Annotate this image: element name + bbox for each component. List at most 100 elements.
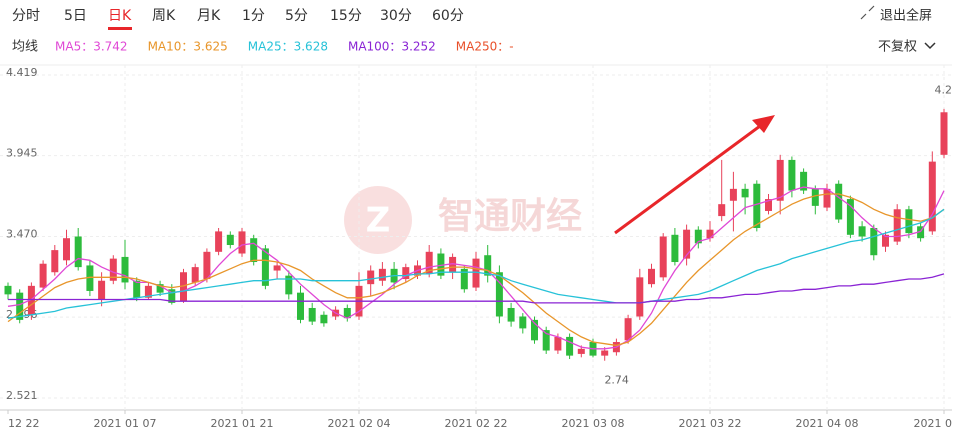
x-tick-label: 2021 03 08 (562, 417, 625, 430)
candle-body (905, 209, 913, 234)
candle-body (507, 307, 515, 322)
candle-body (882, 234, 889, 247)
y-tick-label: 3.470 (6, 228, 38, 241)
legend-name: MA5： (55, 40, 93, 54)
candle-body (484, 255, 492, 276)
candle-body (86, 265, 94, 291)
candle-body (495, 272, 503, 317)
candle-body (168, 289, 176, 303)
exit-fullscreen[interactable]: 退出全屏 (880, 8, 932, 24)
x-tick-label: 2021 02 22 (445, 417, 508, 430)
tab[interactable]: 周K (152, 8, 176, 24)
candle-body (741, 188, 749, 198)
tab[interactable]: 15分 (330, 8, 362, 24)
candle-body (133, 280, 141, 298)
candle-body (519, 316, 527, 329)
candle-body (215, 231, 223, 252)
candle-body (554, 336, 562, 351)
legend-value: 3.625 (193, 40, 227, 54)
ma-line (7, 208, 945, 319)
candle-body (437, 253, 445, 276)
candle-body (460, 268, 468, 290)
candle-body (261, 248, 269, 286)
candle-body (648, 268, 655, 285)
candle-body (577, 348, 585, 354)
candle-body (566, 336, 574, 356)
candle-body (320, 314, 328, 324)
legend-name: MA10： (148, 40, 194, 54)
candle-body (846, 199, 854, 235)
candle-body (940, 112, 948, 155)
legend-name: MA250： (456, 40, 509, 54)
svg-text:Z: Z (366, 201, 391, 241)
exit-icon[interactable] (860, 5, 875, 20)
candle-body (402, 267, 410, 280)
candle-body (659, 236, 667, 278)
candle-body (121, 256, 129, 283)
tab[interactable]: 分时 (12, 8, 40, 24)
ma-line (7, 193, 945, 347)
candle-body (765, 199, 772, 211)
max-label: 4.2 (935, 83, 953, 96)
legend-name: MA25： (248, 40, 294, 54)
chevron[interactable] (924, 42, 936, 50)
x-tick-label: 2021 02 04 (328, 417, 391, 430)
x-tick-label: 2021 01 07 (94, 417, 157, 430)
candle-body (238, 231, 246, 254)
candle-body (156, 284, 164, 293)
candle-body (273, 265, 281, 271)
y-tick-label: 4.419 (6, 66, 38, 79)
legend-name: MA100： (348, 40, 401, 54)
candle-body (542, 330, 550, 351)
candle-body (27, 285, 35, 315)
candle-body (226, 234, 234, 246)
ma-line (7, 186, 945, 350)
candle-body (601, 350, 609, 356)
candle-body (308, 307, 316, 322)
tab[interactable]: 30分 (380, 8, 412, 24)
legend-value: 3.252 (401, 40, 435, 54)
tab[interactable]: 60分 (432, 8, 464, 24)
candle-body (297, 292, 304, 320)
tab[interactable]: 日K (108, 8, 132, 24)
candle-body (51, 250, 59, 273)
candle-body (823, 188, 831, 208)
watermark: Z 智通财经 (344, 186, 582, 254)
candle-body (729, 188, 737, 201)
legend-value: 3.742 (93, 40, 127, 54)
candle-body (4, 285, 12, 295)
candle-body (753, 183, 761, 228)
watermark-text: 智通财经 (438, 196, 582, 237)
candle-body (928, 161, 936, 232)
candle-body (531, 319, 538, 341)
candle-body (811, 188, 819, 206)
candle-body (870, 227, 878, 256)
tab[interactable]: 5日 (64, 8, 87, 24)
candle-body (98, 280, 106, 300)
candle-body (343, 307, 351, 319)
x-tick-label: 2021 01 21 (211, 417, 274, 430)
adjust-select[interactable]: 不复权 (878, 39, 917, 55)
candle-body (250, 238, 258, 263)
candle-body (893, 209, 901, 242)
tab[interactable]: 1分 (242, 8, 265, 24)
candle-body (144, 285, 152, 298)
candle-body (624, 318, 632, 341)
tab[interactable]: 月K (197, 8, 221, 24)
x-tick-label: 2021 04 08 (796, 417, 859, 430)
x-tick-label: 12 22 (8, 417, 40, 430)
candle-body (800, 171, 808, 191)
candle-body (367, 270, 375, 285)
active-underline (108, 27, 132, 30)
tab[interactable]: 5分 (285, 8, 308, 24)
legend-value: 3.628 (294, 40, 328, 54)
candle-body (74, 236, 82, 268)
min-label: 2.74 (604, 374, 629, 387)
candle-body (706, 229, 714, 239)
trend-arrow (614, 115, 775, 235)
candle-body (718, 204, 726, 217)
candle-body (203, 251, 211, 280)
